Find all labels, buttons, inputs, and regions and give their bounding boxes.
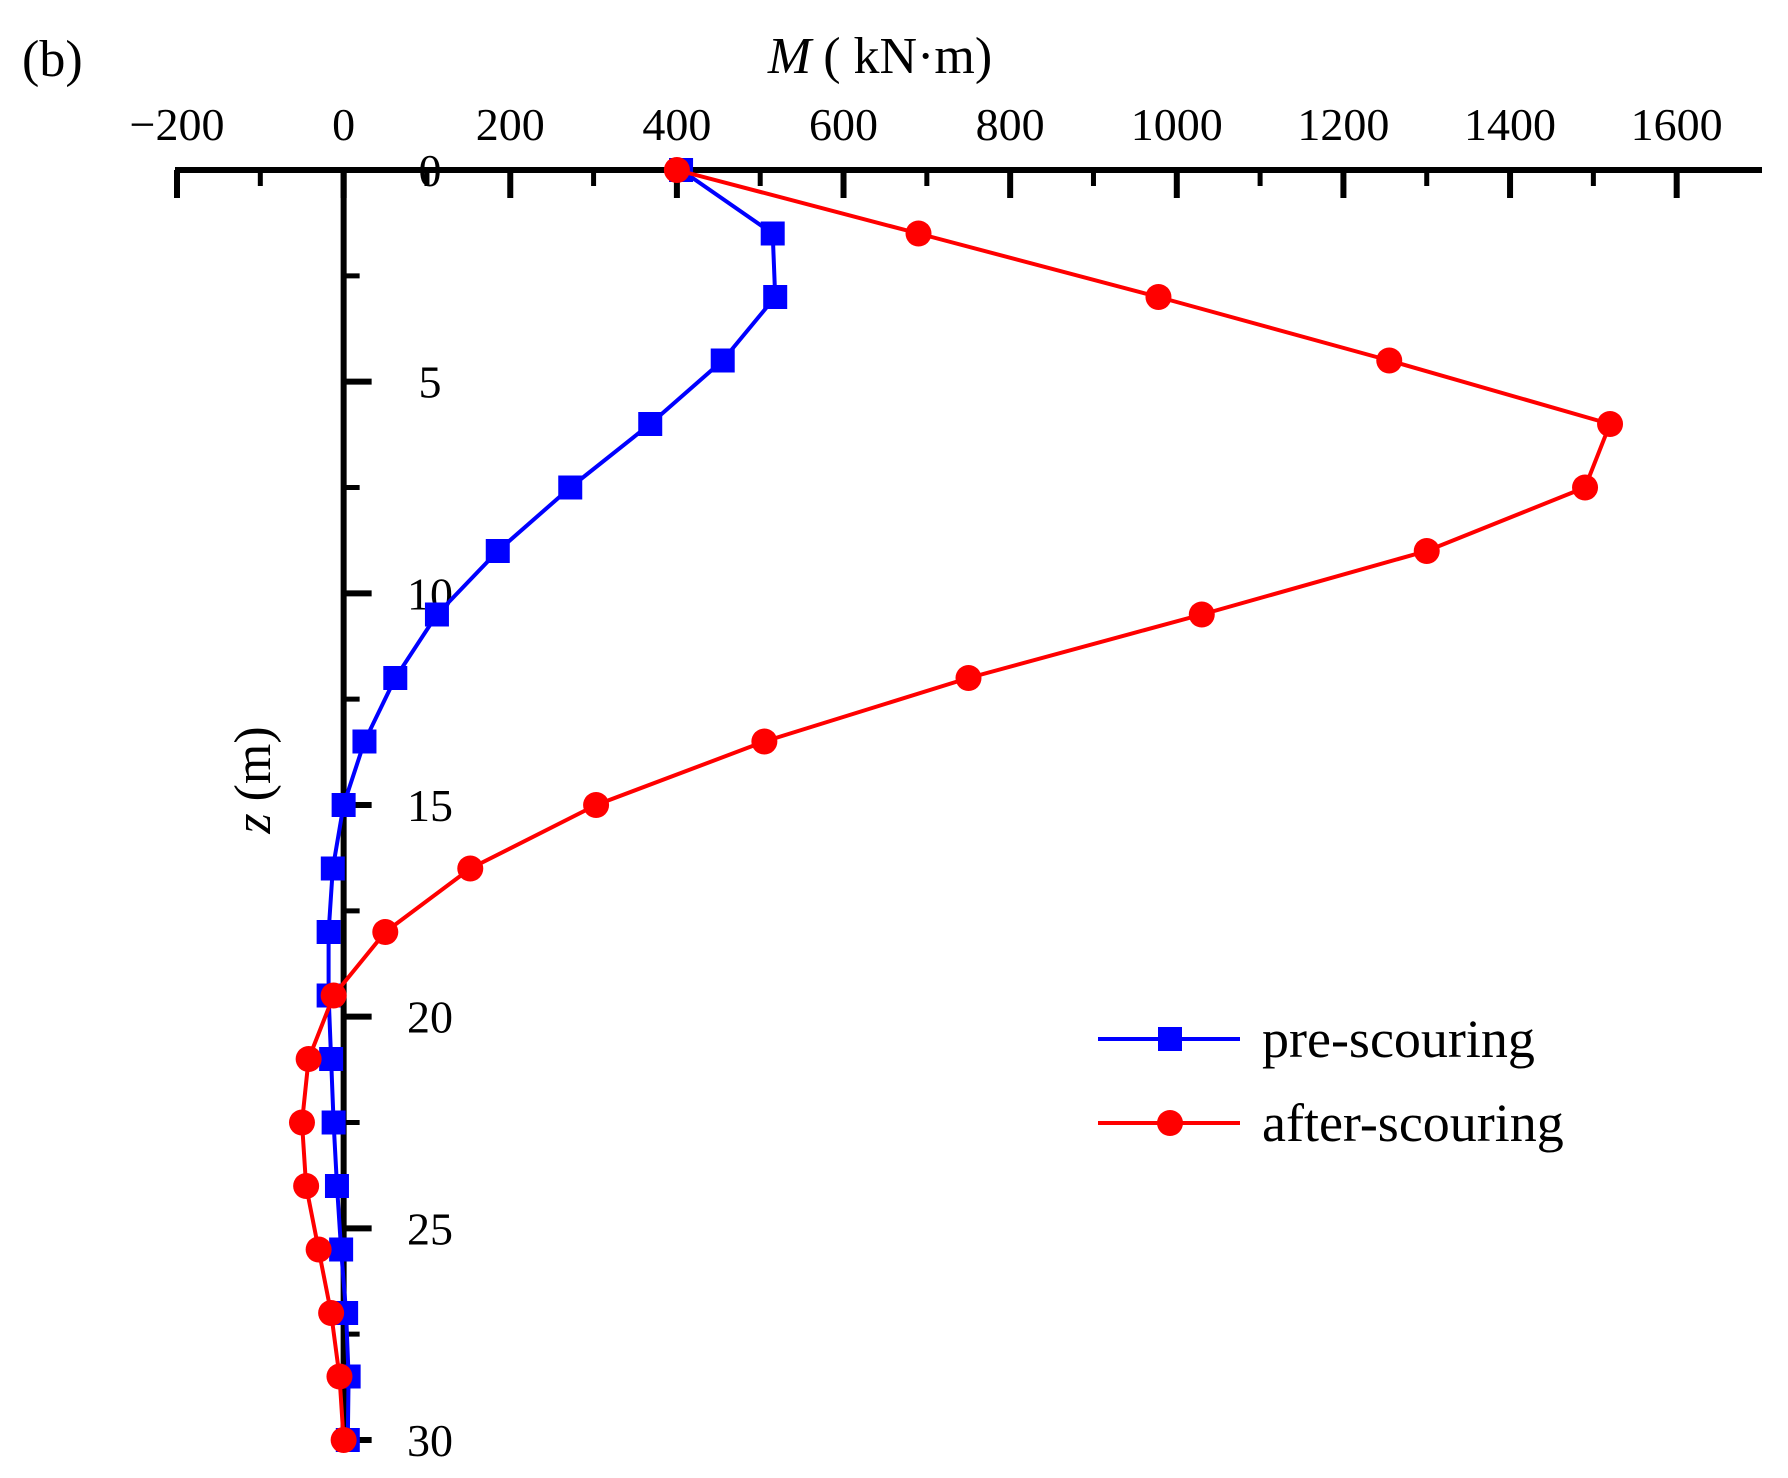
data-point-after-scouring [320, 982, 347, 1009]
x-axis-title-unit: ( kN·m) [823, 28, 992, 85]
y-tick-label: 25 [407, 1203, 453, 1254]
series-pre-scouring [316, 158, 788, 1452]
data-point-after-scouring [663, 157, 690, 183]
data-point-pre-scouring [424, 602, 449, 627]
x-tick-label: −200 [130, 99, 225, 150]
data-point-pre-scouring [763, 285, 788, 309]
data-point-after-scouring [583, 792, 610, 818]
legend-label-after-scouring: after-scouring [1262, 1093, 1564, 1153]
data-point-after-scouring [1572, 474, 1599, 501]
data-point-after-scouring [1413, 538, 1440, 564]
data-point-pre-scouring [558, 475, 583, 500]
y-tick-label: 5 [419, 357, 442, 408]
panel-label: (b) [22, 31, 83, 88]
x-tick-label: 1400 [1464, 99, 1556, 150]
data-point-after-scouring [330, 1427, 357, 1453]
x-tick-label: 400 [642, 99, 711, 150]
data-point-pre-scouring [316, 920, 341, 944]
data-point-after-scouring [318, 1300, 345, 1326]
y-tick-label: 15 [407, 780, 453, 831]
data-point-pre-scouring [352, 729, 377, 754]
data-point-after-scouring [326, 1363, 353, 1390]
data-point-after-scouring [955, 665, 982, 691]
data-point-after-scouring [295, 1046, 322, 1072]
data-point-pre-scouring [329, 1237, 354, 1262]
y-axis-title: z (m) [225, 726, 282, 834]
x-tick-label: 800 [976, 99, 1045, 150]
x-tick-label: 600 [809, 99, 878, 150]
plot-series [288, 157, 1624, 1453]
y-tick-label: 30 [407, 1415, 453, 1466]
x-axis: −200 0 200 400 600 800 1000 1200 1400 1600 [130, 99, 1762, 198]
data-point-after-scouring [1597, 411, 1624, 437]
series-line-after-scouring [300, 168, 1612, 1441]
data-point-after-scouring [1188, 601, 1215, 628]
data-point-pre-scouring [324, 1174, 349, 1198]
data-point-pre-scouring [321, 1110, 346, 1135]
data-point-pre-scouring [760, 221, 785, 246]
x-tick-label: 1600 [1631, 99, 1723, 150]
data-point-after-scouring [457, 855, 484, 882]
data-point-after-scouring [751, 728, 778, 755]
data-point-pre-scouring [485, 539, 510, 563]
x-tick-label: 1000 [1131, 99, 1223, 150]
data-point-pre-scouring [319, 1047, 344, 1071]
legend-entry-pre-scouring: pre-scouring [1098, 1009, 1535, 1069]
legend: pre-scouring after-scouring [1098, 1009, 1564, 1153]
data-point-pre-scouring [331, 793, 356, 817]
data-point-after-scouring [288, 1109, 315, 1136]
data-point-pre-scouring [710, 348, 735, 373]
x-axis-title-symbol: M [767, 28, 814, 85]
x-tick-label: 0 [332, 99, 355, 150]
x-axis-title: M( kN·m) [767, 28, 992, 85]
x-tick-label: 200 [476, 99, 545, 150]
data-point-pre-scouring [383, 666, 408, 690]
data-point-after-scouring [905, 220, 932, 247]
data-point-after-scouring [305, 1236, 332, 1263]
y-axis-title-symbol: z [225, 813, 282, 834]
legend-marker-after-scouring [1157, 1110, 1183, 1136]
data-point-after-scouring [293, 1173, 320, 1199]
legend-marker-pre-scouring [1158, 1027, 1182, 1051]
x-tick-label: 1200 [1297, 99, 1389, 150]
data-point-pre-scouring [638, 412, 663, 436]
series-after-scouring [288, 157, 1624, 1453]
data-point-after-scouring [1145, 284, 1172, 310]
legend-label-pre-scouring: pre-scouring [1262, 1009, 1535, 1069]
data-point-after-scouring [1376, 347, 1403, 374]
y-tick-label: 20 [407, 992, 453, 1043]
legend-entry-after-scouring: after-scouring [1098, 1093, 1564, 1153]
data-point-after-scouring [372, 919, 399, 945]
data-point-pre-scouring [320, 856, 345, 881]
y-tick-label: 0 [419, 145, 442, 196]
series-line-pre-scouring [326, 168, 778, 1441]
y-axis-title-unit: (m) [225, 726, 282, 801]
